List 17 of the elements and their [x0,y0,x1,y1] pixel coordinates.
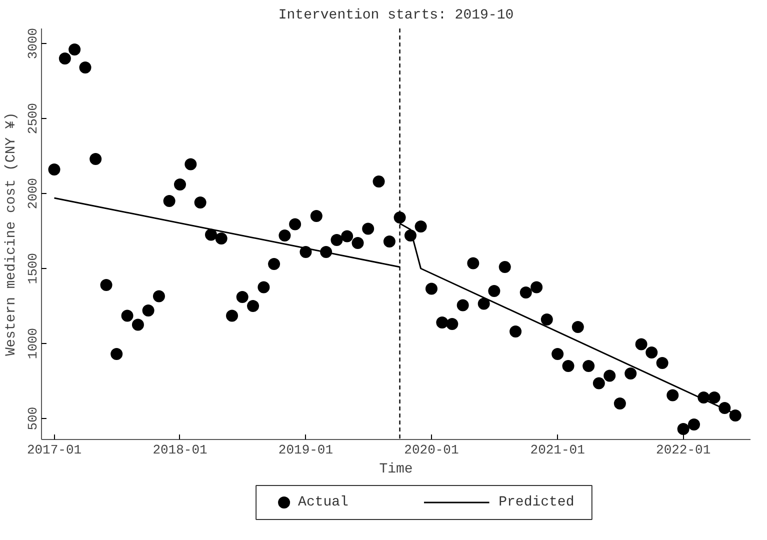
x-tick-label: 2019-01 [278,442,334,458]
legend-label: Predicted [498,494,574,510]
y-tick-label: 1500 [26,252,40,284]
y-tick-label: 2500 [26,102,40,134]
y-tick-label: 1000 [26,328,40,360]
y-axis-title: Western medicine cost (CNY ¥) [4,112,20,356]
x-axis-title: Time [379,462,413,478]
x-tick-label: 2022-01 [656,442,711,458]
x-tick-label: 2020-01 [404,442,459,458]
x-tick-label: 2018-01 [152,442,208,458]
y-tick-label: 2000 [26,178,40,210]
y-tick-label: 500 [26,406,40,430]
x-tick-label: 2017-01 [26,442,82,458]
y-tick-label: 3000 [26,28,40,60]
x-tick-label: 2021-01 [530,442,586,458]
legend-label: Actual [298,494,348,510]
ref-line-label: Intervention starts: 2019-10 [278,8,514,24]
